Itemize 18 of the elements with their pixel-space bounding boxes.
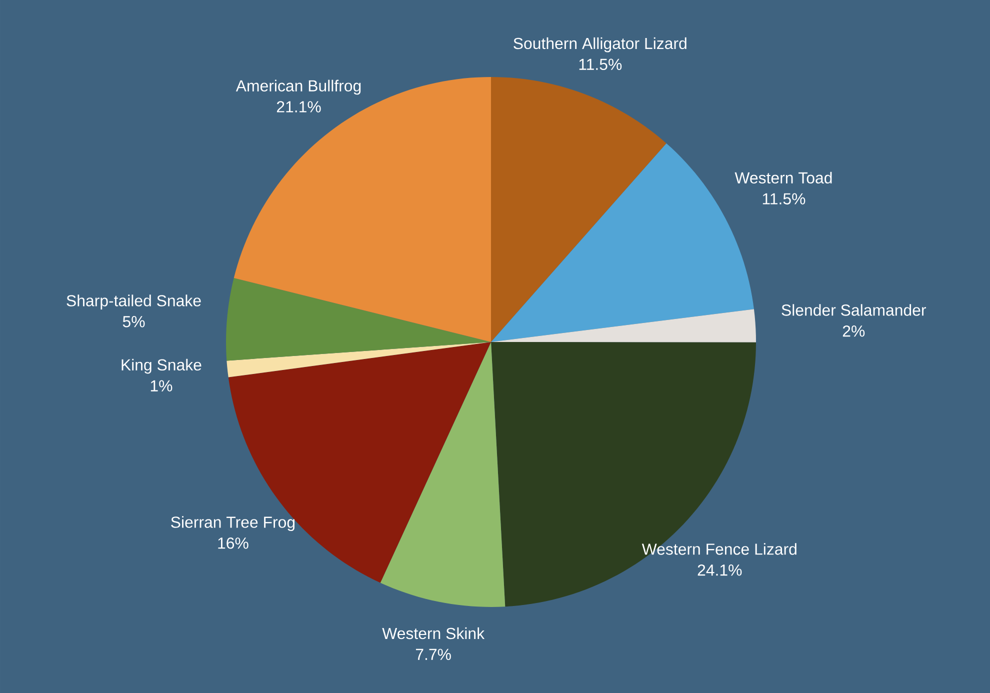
slice-label: King Snake (122, 358, 202, 374)
data-label: 1% (150, 380, 172, 392)
data-label: 16% (218, 538, 248, 549)
slice-label: American Bullfrog (236, 80, 361, 95)
data-label: 2% (842, 325, 865, 337)
slice-label: Sharp-tailed Snake (66, 294, 201, 310)
slice-label: Western Skink (382, 627, 485, 640)
data-label: 7.7% (416, 648, 451, 660)
data-label: 21.1% (276, 101, 321, 112)
slice-label: Slender Salamander (782, 304, 926, 316)
slice-label: Sierran Tree Frog (171, 516, 295, 532)
slice-label: Western Fence Lizard (642, 543, 796, 555)
data-label: 5% (122, 316, 145, 328)
data-label: 11.5% (579, 58, 622, 70)
slice-label: Western Toad (734, 172, 832, 184)
slice-label: Southern Alligator Lizard (514, 37, 686, 52)
data-label: 11.5% (762, 193, 806, 204)
data-label: 24.1% (698, 564, 742, 576)
